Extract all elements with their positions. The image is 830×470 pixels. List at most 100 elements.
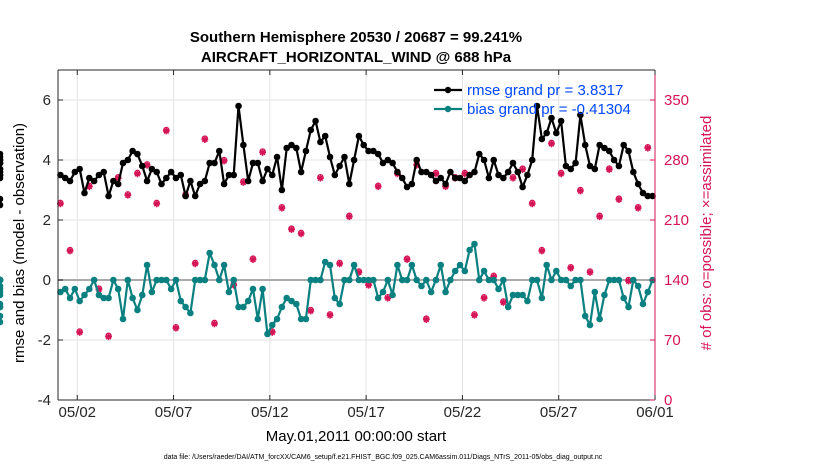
rmse-point bbox=[413, 156, 420, 164]
rmse-point bbox=[553, 129, 560, 137]
rmse-point bbox=[538, 135, 546, 143]
rmse-point bbox=[336, 162, 343, 170]
bias-point bbox=[148, 288, 156, 296]
bias-point bbox=[288, 297, 295, 305]
bias-point bbox=[0, 276, 4, 284]
bias-point bbox=[591, 288, 599, 296]
obs-assimilated-marker bbox=[220, 157, 228, 165]
bias-point bbox=[114, 285, 122, 293]
bias-point bbox=[543, 261, 550, 269]
rmse-point bbox=[124, 156, 132, 164]
rmse-point bbox=[466, 171, 473, 179]
rmse-point bbox=[442, 180, 449, 188]
bias-point bbox=[403, 276, 411, 284]
obs-assimilated-marker bbox=[548, 140, 555, 148]
rmse-point bbox=[485, 174, 493, 182]
rmse-point bbox=[437, 174, 445, 182]
rmse-point bbox=[273, 153, 281, 161]
bias-point bbox=[0, 288, 4, 296]
rmse-point bbox=[360, 141, 368, 149]
bias-point bbox=[471, 240, 478, 248]
rmse-point bbox=[591, 165, 599, 173]
rmse-point bbox=[283, 144, 290, 152]
obs-assimilated-marker bbox=[278, 204, 286, 212]
bias-point bbox=[187, 309, 194, 317]
obs-assimilated-marker bbox=[249, 256, 257, 263]
rmse-point bbox=[495, 171, 502, 179]
rmse-point bbox=[500, 174, 507, 182]
bias-point bbox=[119, 315, 127, 323]
y-axis-label-right: # of obs: o=possible; ×=assimilated bbox=[698, 116, 715, 351]
rmse-point bbox=[114, 180, 122, 188]
bias-point bbox=[500, 276, 507, 284]
rmse-point bbox=[447, 168, 454, 176]
bias-point bbox=[138, 291, 146, 299]
obs-assimilated-marker bbox=[644, 144, 652, 152]
rmse-point bbox=[201, 177, 209, 185]
obs-assimilated-marker bbox=[191, 260, 199, 268]
rmse-point bbox=[240, 141, 247, 149]
bias-point bbox=[625, 303, 632, 311]
rmse-point bbox=[187, 177, 194, 185]
obs-assimilated-marker bbox=[557, 170, 565, 178]
rmse-point bbox=[471, 168, 478, 176]
rmse-point bbox=[355, 132, 363, 140]
rmse-point bbox=[148, 165, 156, 173]
rmse-point bbox=[85, 174, 93, 182]
rmse-point bbox=[81, 189, 88, 197]
bias-point bbox=[630, 276, 637, 284]
obs-assimilated-marker bbox=[307, 307, 315, 315]
obs-assimilated-marker bbox=[615, 196, 623, 203]
rmse-point bbox=[605, 147, 613, 155]
rmse-point bbox=[514, 168, 522, 176]
obs-assimilated-marker bbox=[66, 247, 74, 255]
rmse-point bbox=[177, 171, 185, 179]
bias-point bbox=[370, 276, 377, 284]
rmse-point bbox=[182, 192, 189, 200]
obs-assimilated-marker bbox=[326, 311, 334, 319]
bias-point bbox=[81, 291, 88, 299]
bias-point bbox=[519, 291, 526, 299]
rmse-point bbox=[264, 165, 271, 173]
obs-assimilated-marker bbox=[211, 320, 218, 328]
bias-point bbox=[61, 285, 69, 293]
bias-point bbox=[615, 276, 623, 284]
bias-point bbox=[220, 261, 228, 269]
obs-assimilated-marker bbox=[471, 311, 478, 319]
rmse-point bbox=[379, 159, 387, 167]
x-tick-label: 05/27 bbox=[540, 404, 578, 421]
plot-background bbox=[58, 70, 655, 400]
x-tick-label: 05/02 bbox=[58, 404, 96, 421]
bias-point bbox=[0, 303, 4, 311]
rmse-point bbox=[254, 159, 262, 167]
obs-assimilated-marker bbox=[336, 260, 344, 268]
rmse-point bbox=[317, 138, 324, 146]
rmse-point bbox=[384, 156, 392, 164]
bias-point bbox=[177, 297, 185, 305]
rmse-point bbox=[456, 174, 464, 182]
rmse-point bbox=[0, 171, 4, 179]
plot-area: 05/02 05/07 05/12 05/17 05/22 05/27 06/01 -4 -2 0… bbox=[0, 69, 689, 421]
bias-point bbox=[389, 291, 396, 299]
rmse-point bbox=[533, 102, 541, 110]
bias-point bbox=[345, 276, 353, 284]
rmse-point bbox=[129, 147, 136, 155]
y-tick-label-left: -2 bbox=[38, 332, 51, 349]
bias-point bbox=[249, 285, 257, 293]
rmse-point bbox=[76, 165, 83, 173]
bias-point bbox=[586, 321, 594, 329]
y-tick-label-right: 280 bbox=[664, 152, 689, 169]
obs-assimilated-marker bbox=[528, 200, 536, 208]
rmse-point bbox=[163, 174, 170, 182]
bias-point bbox=[524, 297, 531, 305]
rmse-point bbox=[0, 165, 4, 173]
bias-point bbox=[475, 276, 483, 284]
obs-assimilated-marker bbox=[345, 213, 353, 221]
obs-assimilated-marker bbox=[76, 329, 84, 336]
bias-point bbox=[562, 276, 570, 284]
y-tick-label-left: 6 bbox=[43, 92, 51, 109]
rmse-point bbox=[259, 177, 266, 185]
obs-assimilated-marker bbox=[153, 200, 161, 208]
bias-point bbox=[413, 276, 420, 284]
obs-assimilated-marker bbox=[596, 213, 604, 221]
